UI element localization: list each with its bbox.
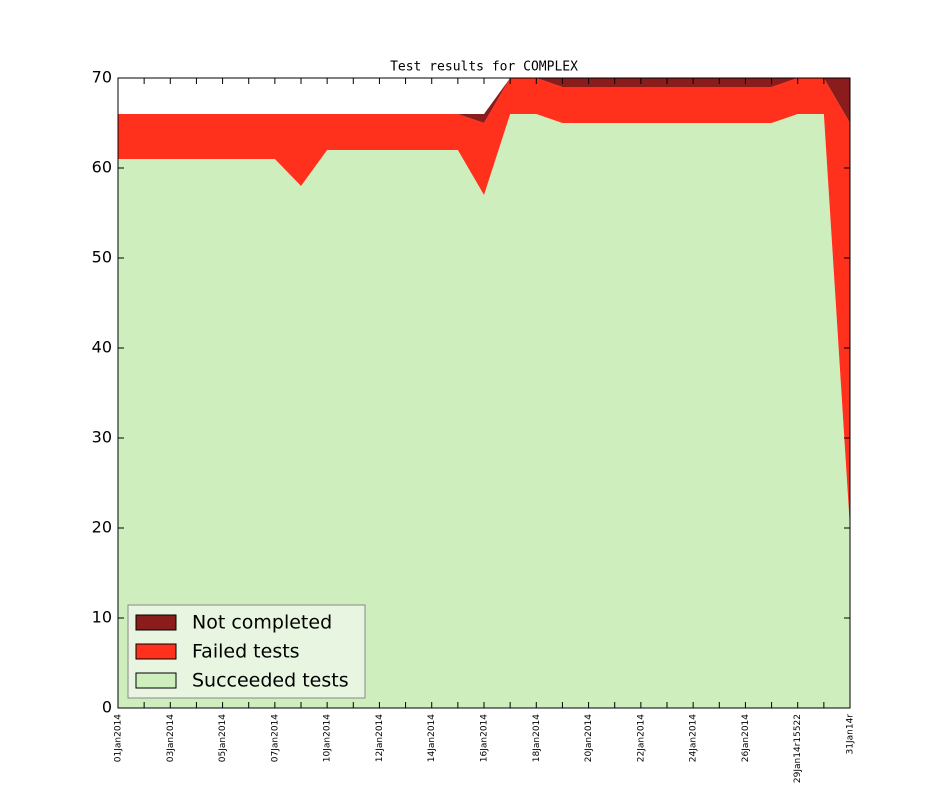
- legend-swatch: [135, 614, 177, 631]
- x-tick-label: 01Jan2014: [114, 714, 124, 763]
- x-tick-label: 12Jan2014: [375, 714, 385, 763]
- y-tick-label: 0: [102, 698, 112, 717]
- x-tick-label: 03Jan2014: [166, 714, 176, 763]
- y-tick-label: 60: [92, 158, 112, 177]
- x-tick-label: 26Jan2014: [741, 714, 751, 763]
- x-tick-label: 24Jan2014: [689, 714, 699, 763]
- x-tick-label: 29Jan14r15522: [793, 714, 803, 783]
- legend-label: Failed tests: [192, 641, 300, 663]
- chart-title: Test results for COMPLEX: [390, 60, 578, 75]
- legend-label: Succeeded tests: [192, 670, 349, 692]
- y-tick-label: 30: [92, 428, 112, 447]
- y-tick-label: 10: [92, 608, 112, 627]
- y-tick-label: 70: [92, 68, 112, 87]
- legend-swatch: [135, 672, 177, 689]
- x-tick-label: 07Jan2014: [270, 714, 280, 763]
- x-tick-label: 18Jan2014: [532, 714, 542, 763]
- x-tick-label: 22Jan2014: [636, 714, 646, 763]
- x-tick-label: 05Jan2014: [218, 714, 228, 763]
- area: [118, 78, 850, 123]
- x-tick-label: 31Jan14r: [846, 714, 856, 755]
- legend: Not completed Failed tests Succeeded tests: [127, 604, 366, 699]
- x-tick-label: 16Jan2014: [480, 714, 490, 763]
- x-tick-label: 14Jan2014: [427, 714, 437, 763]
- legend-label: Not completed: [192, 612, 332, 634]
- y-tick-label: 20: [92, 518, 112, 537]
- x-tick-label: 20Jan2014: [584, 714, 594, 763]
- area: [118, 114, 850, 708]
- area: [118, 78, 850, 528]
- y-tick-label: 40: [92, 338, 112, 357]
- x-tick-label: 10Jan2014: [323, 714, 333, 763]
- y-tick-label: 50: [92, 248, 112, 267]
- legend-swatch: [135, 643, 177, 660]
